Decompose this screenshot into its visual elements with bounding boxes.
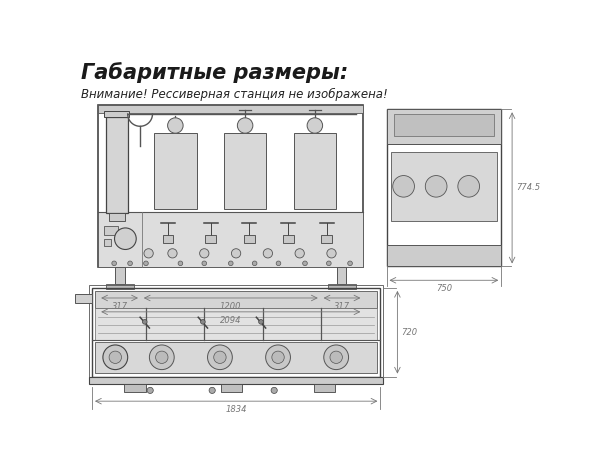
Bar — [386, 109, 501, 144]
Text: 317: 317 — [112, 302, 128, 311]
Circle shape — [143, 261, 148, 266]
Circle shape — [155, 351, 168, 364]
Circle shape — [103, 345, 128, 370]
Circle shape — [327, 249, 336, 258]
Bar — [104, 239, 112, 246]
Bar — [337, 267, 346, 284]
Bar — [322, 235, 332, 243]
Bar — [386, 109, 501, 267]
Circle shape — [178, 261, 183, 266]
Bar — [98, 105, 364, 113]
Bar — [394, 114, 493, 135]
Circle shape — [272, 351, 284, 364]
Circle shape — [209, 387, 215, 394]
Circle shape — [232, 249, 241, 258]
Circle shape — [142, 320, 147, 324]
Circle shape — [128, 261, 133, 266]
Circle shape — [307, 118, 323, 133]
Bar — [205, 235, 216, 243]
Text: 774.5: 774.5 — [516, 183, 540, 192]
Text: 1834: 1834 — [226, 405, 247, 414]
Circle shape — [324, 345, 349, 370]
Circle shape — [115, 228, 136, 249]
Circle shape — [147, 387, 153, 394]
Bar — [391, 152, 497, 221]
Text: 317: 317 — [334, 302, 350, 311]
Bar — [224, 133, 266, 209]
Circle shape — [425, 176, 447, 197]
Circle shape — [302, 261, 307, 266]
Circle shape — [229, 261, 233, 266]
Bar — [89, 285, 383, 380]
Circle shape — [271, 387, 277, 394]
Circle shape — [330, 351, 343, 364]
Bar — [386, 245, 501, 267]
Bar — [314, 384, 335, 392]
Bar — [109, 213, 125, 221]
Bar — [106, 117, 128, 213]
Circle shape — [348, 261, 352, 266]
Circle shape — [112, 261, 116, 266]
Circle shape — [276, 261, 281, 266]
Bar — [328, 284, 356, 289]
Text: 720: 720 — [401, 328, 418, 337]
Circle shape — [259, 320, 263, 324]
Circle shape — [393, 176, 415, 197]
Circle shape — [326, 261, 331, 266]
Circle shape — [266, 345, 290, 370]
Circle shape — [253, 261, 257, 266]
Circle shape — [144, 249, 153, 258]
Bar — [154, 133, 197, 209]
Bar — [283, 235, 293, 243]
Bar — [95, 308, 377, 340]
Bar — [104, 111, 129, 117]
Circle shape — [214, 351, 226, 364]
Text: 2094: 2094 — [220, 316, 242, 325]
Bar — [163, 235, 173, 243]
Bar — [244, 235, 255, 243]
Bar — [89, 377, 383, 384]
Circle shape — [149, 345, 174, 370]
Bar — [75, 294, 92, 304]
Text: Габаритные размеры:: Габаритные размеры: — [81, 61, 349, 83]
Circle shape — [200, 249, 209, 258]
Circle shape — [168, 249, 177, 258]
Text: Внимание! Рессиверная станция не изображена!: Внимание! Рессиверная станция не изображ… — [81, 88, 388, 101]
Bar — [104, 225, 118, 235]
Circle shape — [263, 249, 272, 258]
Circle shape — [238, 118, 253, 133]
Bar — [98, 105, 364, 267]
Circle shape — [200, 320, 205, 324]
Bar — [124, 384, 146, 392]
Bar — [293, 133, 336, 209]
Bar — [115, 267, 125, 284]
Circle shape — [202, 261, 206, 266]
Circle shape — [109, 351, 122, 364]
Circle shape — [458, 176, 479, 197]
Bar — [95, 291, 377, 308]
Bar — [98, 212, 364, 267]
Circle shape — [295, 249, 304, 258]
Circle shape — [208, 345, 232, 370]
Text: 1200: 1200 — [220, 302, 242, 311]
Bar — [221, 384, 242, 392]
Bar — [106, 284, 134, 289]
Bar — [92, 288, 380, 377]
Bar — [95, 342, 377, 373]
Circle shape — [167, 118, 183, 133]
Text: 750: 750 — [436, 284, 452, 293]
